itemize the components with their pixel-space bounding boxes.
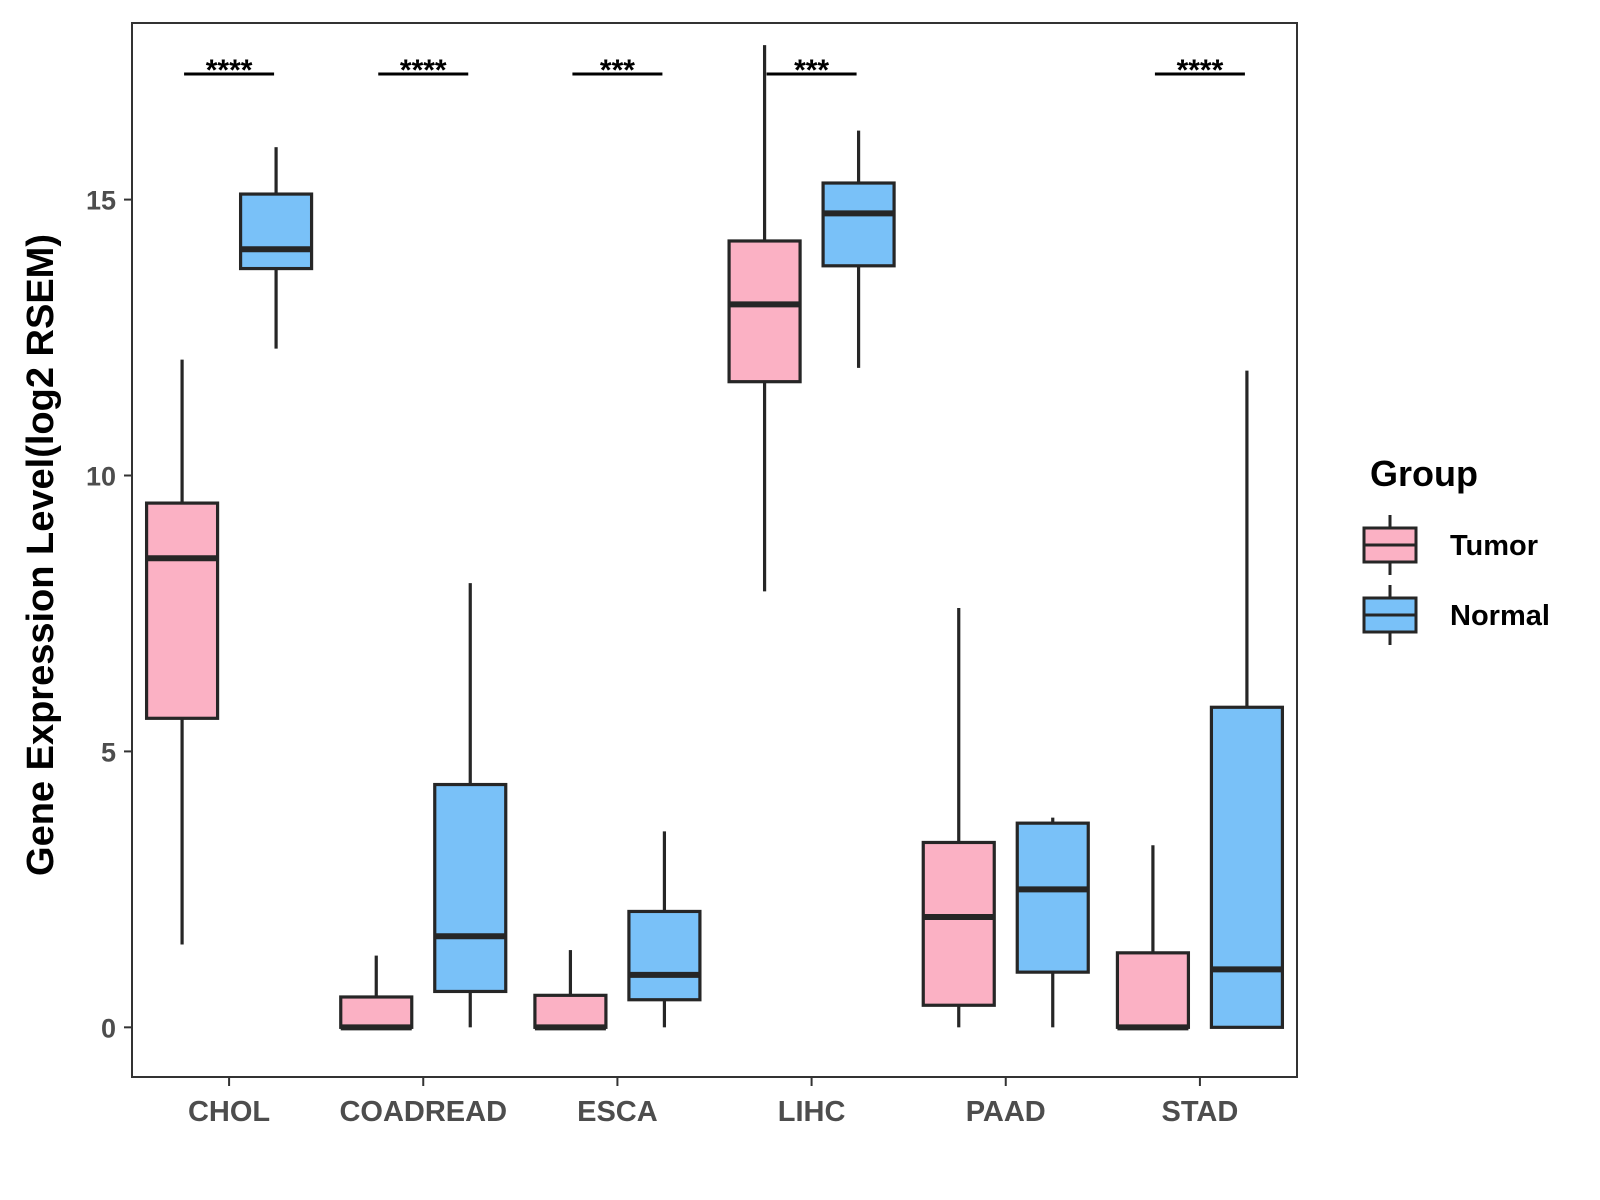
- box-iqr: [533, 993, 608, 1029]
- box-iqr: [921, 840, 996, 1007]
- box-iqr: [1015, 821, 1090, 974]
- significance-label: ****: [206, 54, 253, 87]
- x-tick-label-chol: CHOL: [188, 1096, 270, 1128]
- box-normal-paad: [1015, 817, 1090, 1028]
- y-tick-label: 0: [101, 1013, 116, 1043]
- legend-item-normal: Normal: [1362, 585, 1550, 645]
- significance-label: ***: [600, 54, 635, 87]
- box-tumor-paad: [921, 607, 996, 1028]
- significance-label: ****: [400, 54, 447, 87]
- box-iqr: [821, 181, 896, 268]
- y-tick-label: 5: [101, 737, 116, 767]
- box-iqr: [1115, 951, 1191, 1029]
- x-tick-label-lihc: LIHC: [778, 1096, 846, 1128]
- significance-label: ***: [794, 54, 829, 87]
- y-tick-label: 10: [86, 462, 116, 492]
- box-iqr: [727, 239, 802, 384]
- legend-item-tumor: Tumor: [1362, 515, 1538, 575]
- plot-panel: [131, 22, 1298, 1078]
- y-axis-title: Gene Expression Level(log2 RSEM): [20, 234, 62, 876]
- x-tick-label-coadread: COADREAD: [339, 1096, 507, 1128]
- legend: Group Tumor Normal: [1362, 453, 1550, 645]
- box-iqr: [627, 909, 702, 1002]
- legend-label: Normal: [1450, 600, 1550, 632]
- box-iqr: [433, 782, 508, 994]
- box-normal-coadread: [433, 583, 508, 1028]
- x-tick-label-stad: STAD: [1162, 1096, 1239, 1128]
- box-tumor-chol: [144, 359, 220, 945]
- significance-label: ****: [1177, 54, 1224, 87]
- box-normal-esca: [627, 831, 702, 1028]
- legend-title: Group: [1370, 453, 1478, 494]
- x-tick-label-paad: PAAD: [966, 1096, 1046, 1128]
- y-tick-label: 15: [86, 186, 116, 216]
- box-iqr: [238, 192, 314, 271]
- box-tumor-lihc: [727, 45, 802, 592]
- box-tumor-stad: [1115, 845, 1191, 1031]
- legend-label: Tumor: [1450, 530, 1538, 562]
- box-normal-lihc: [821, 130, 896, 368]
- box-normal-chol: [238, 147, 314, 349]
- box-iqr: [144, 501, 220, 720]
- box-tumor-esca: [533, 950, 608, 1031]
- x-tick-label-esca: ESCA: [577, 1096, 658, 1128]
- box-normal-stad: [1209, 370, 1285, 1029]
- box-iqr: [339, 995, 414, 1029]
- box-iqr: [1209, 705, 1285, 1029]
- box-tumor-coadread: [339, 955, 414, 1031]
